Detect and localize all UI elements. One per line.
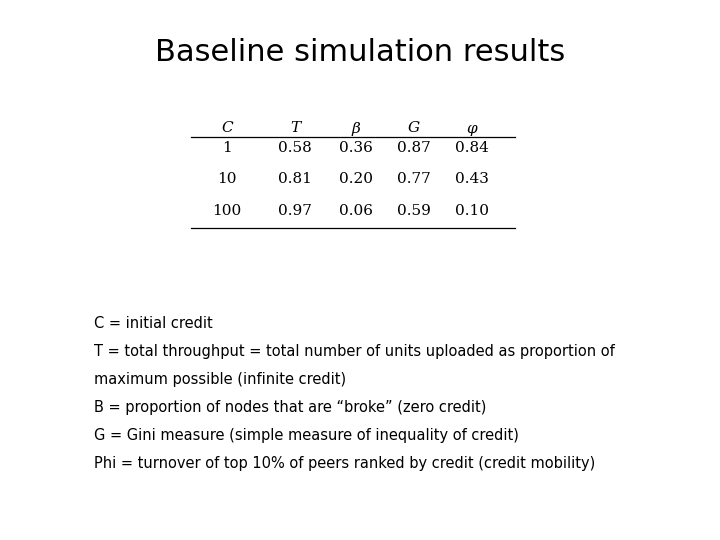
Text: C: C [221,122,233,136]
Text: 0.10: 0.10 [454,204,489,218]
Text: Baseline simulation results: Baseline simulation results [155,38,565,67]
Text: maximum possible (infinite credit): maximum possible (infinite credit) [94,372,346,387]
Text: 0.97: 0.97 [278,204,312,218]
Text: T = total throughput = total number of units uploaded as proportion of: T = total throughput = total number of u… [94,344,614,359]
Text: Phi = turnover of top 10% of peers ranked by credit (credit mobility): Phi = turnover of top 10% of peers ranke… [94,456,595,471]
Text: 100: 100 [212,204,241,218]
Text: 0.59: 0.59 [397,204,431,218]
Text: φ: φ [467,122,477,136]
Text: 0.87: 0.87 [397,141,431,155]
Text: 0.20: 0.20 [339,172,374,186]
Text: G: G [408,122,420,136]
Text: 0.36: 0.36 [339,141,374,155]
Text: 0.58: 0.58 [279,141,312,155]
Text: B = proportion of nodes that are “broke” (zero credit): B = proportion of nodes that are “broke”… [94,400,486,415]
Text: 0.81: 0.81 [278,172,312,186]
Text: C = initial credit: C = initial credit [94,316,212,331]
Text: 0.06: 0.06 [339,204,374,218]
Text: 10: 10 [217,172,237,186]
Text: T: T [290,122,300,136]
Text: G = Gini measure (simple measure of inequality of credit): G = Gini measure (simple measure of ineq… [94,428,518,443]
Text: 0.84: 0.84 [454,141,489,155]
Text: 1: 1 [222,141,232,155]
Text: β: β [352,122,361,136]
Text: 0.77: 0.77 [397,172,431,186]
Text: 0.43: 0.43 [454,172,489,186]
